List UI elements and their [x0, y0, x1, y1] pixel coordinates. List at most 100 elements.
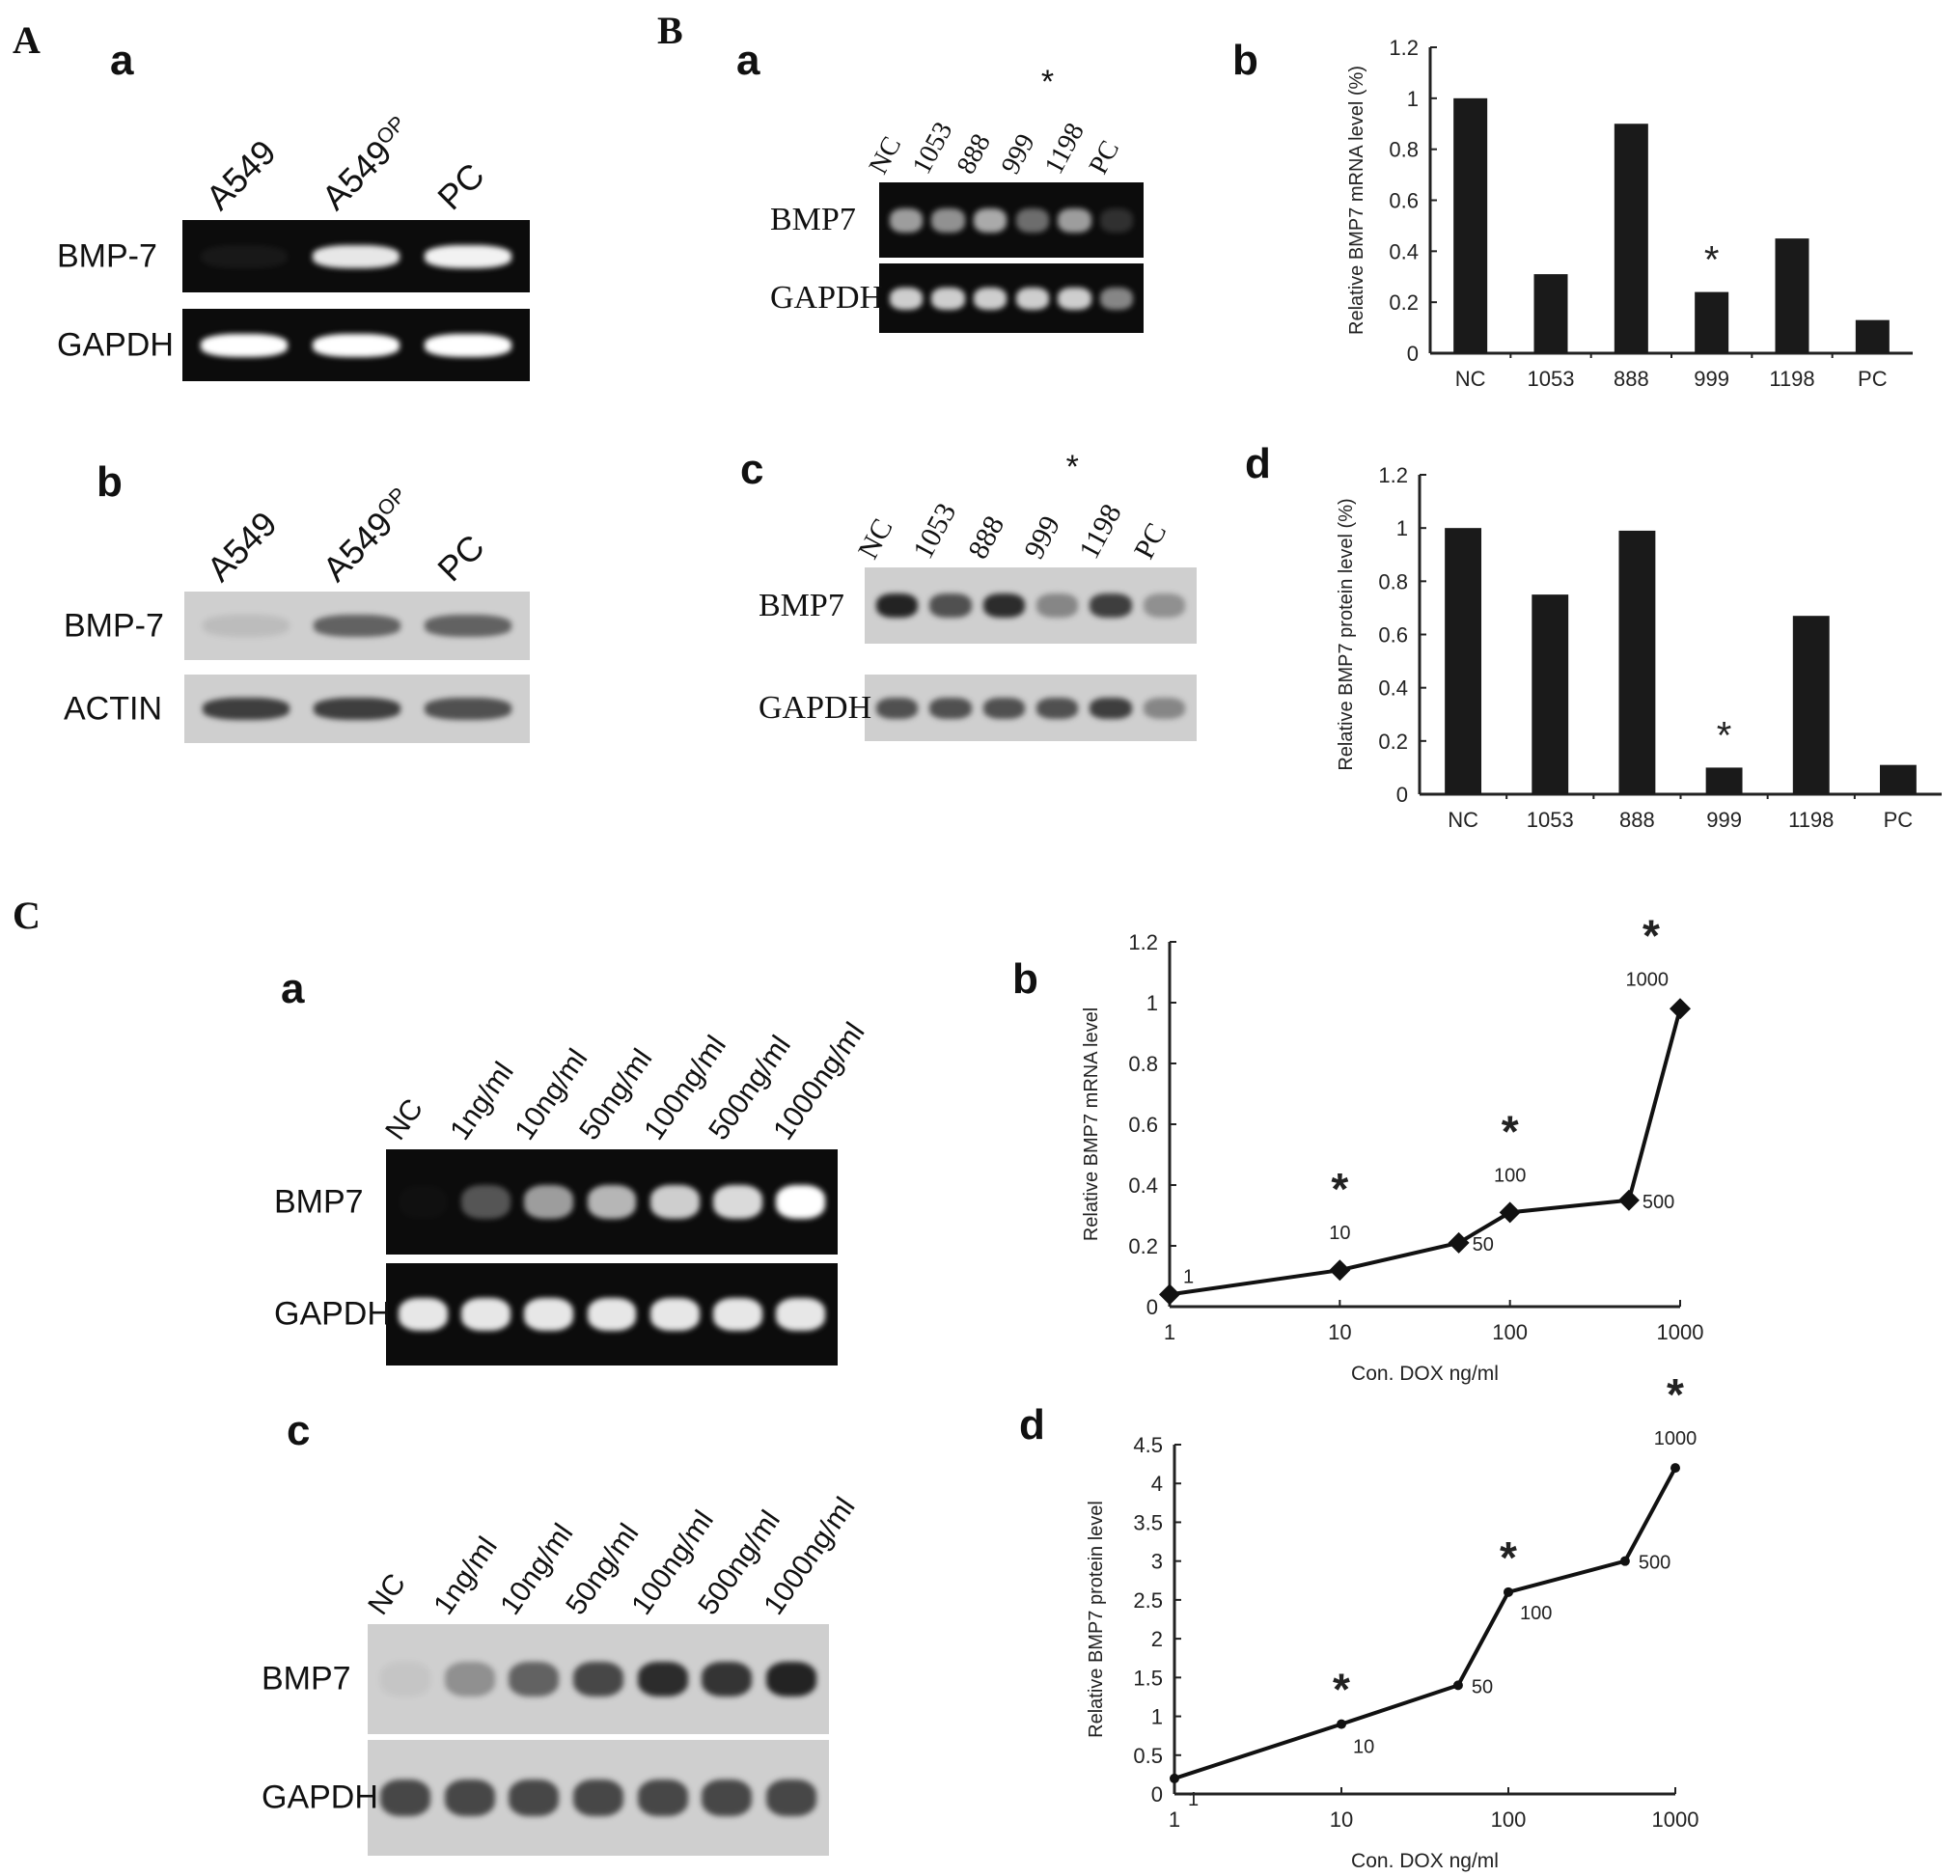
- gel-band: [399, 1298, 448, 1331]
- gel-band: [931, 287, 965, 310]
- data-line: [1169, 1007, 1682, 1297]
- significance-star: *: [1717, 714, 1732, 757]
- gel-band: [776, 1185, 825, 1219]
- gel-band: [765, 1662, 816, 1697]
- gel-band: [524, 1185, 574, 1219]
- x-tick-label: PC: [1884, 808, 1914, 832]
- gel-band: [461, 1298, 511, 1331]
- y-tick-label: 2.5: [1133, 1588, 1163, 1613]
- x-tick-label: 1000: [1657, 1320, 1704, 1344]
- gel-band: [1015, 287, 1049, 310]
- gel-band: [312, 244, 400, 268]
- gel-C_a-row-gapdh: [386, 1263, 838, 1366]
- panel-label-C: C: [13, 894, 41, 937]
- y-tick-label: 1.2: [1128, 930, 1158, 954]
- x-tick-label: 100: [1491, 1807, 1527, 1832]
- point-label: 50: [1472, 1676, 1493, 1697]
- y-tick-label: 0.2: [1378, 730, 1408, 754]
- gel-band: [573, 1662, 623, 1697]
- x-tick-label: 1: [1164, 1320, 1175, 1344]
- bar: [1453, 97, 1488, 353]
- data-point: [1452, 1680, 1463, 1691]
- x-tick-label: 10: [1330, 1807, 1353, 1832]
- point-label: 1000: [1654, 1428, 1698, 1449]
- gel-band: [889, 207, 923, 233]
- x-tick-label: 1053: [1528, 367, 1575, 391]
- y-tick-label: 0.4: [1128, 1173, 1158, 1198]
- gel-row-label: GAPDH: [57, 326, 174, 363]
- y-tick-label: 1: [1407, 87, 1419, 111]
- gel-A_a-row-bmp-7: [182, 220, 530, 292]
- gel-band: [982, 593, 1025, 618]
- point-label: 100: [1494, 1165, 1526, 1186]
- x-tick-label: 888: [1619, 808, 1655, 832]
- y-tick-label: 1.2: [1389, 36, 1419, 60]
- gel-band: [202, 615, 290, 637]
- gel-band: [765, 1779, 816, 1816]
- y-tick-label: 1: [1151, 1705, 1163, 1729]
- subpanel-label-B-c: c: [740, 446, 764, 493]
- point-label: 10: [1329, 1223, 1350, 1244]
- gel-band: [1143, 593, 1185, 618]
- gel-row-label: BMP7: [759, 587, 844, 623]
- gel-band: [424, 244, 512, 268]
- gel-C_a-row-bmp7: [386, 1149, 838, 1255]
- y-tick-label: 0.4: [1389, 239, 1419, 263]
- gel-row-label: BMP-7: [64, 607, 164, 644]
- y-axis-label: Relative BMP7 protein level: [1086, 1501, 1107, 1738]
- y-tick-label: 4.5: [1133, 1433, 1163, 1457]
- gel-band: [702, 1662, 753, 1697]
- bar: [1695, 291, 1729, 353]
- gel-band: [637, 1662, 688, 1697]
- gel-B_a-row-gapdh: [879, 263, 1144, 333]
- gel-row-label: BMP7: [274, 1183, 364, 1220]
- x-axis-label: Con. DOX ng/ml: [1351, 1363, 1499, 1385]
- significance-star: *: [1065, 449, 1079, 485]
- data-point: [1670, 998, 1691, 1020]
- significance-star: *: [1500, 1532, 1517, 1583]
- point-label: 10: [1353, 1737, 1374, 1758]
- gel-band: [974, 207, 1008, 233]
- y-tick-label: 0.2: [1128, 1234, 1158, 1258]
- gel-B_a-row-bmp7: [879, 182, 1144, 258]
- gel-band: [509, 1662, 560, 1697]
- x-tick-label: 1053: [1527, 808, 1574, 832]
- gel-band: [1036, 593, 1079, 618]
- subpanel-label-C-c: c: [287, 1407, 311, 1454]
- gel-band: [380, 1779, 431, 1816]
- data-point: [1159, 1283, 1180, 1306]
- bar: [1775, 238, 1809, 353]
- gel-band: [982, 697, 1025, 719]
- gel-band: [876, 593, 919, 618]
- gel-band: [929, 593, 972, 618]
- x-tick-label: PC: [1858, 367, 1888, 391]
- bar: [1705, 767, 1743, 794]
- data-point: [1337, 1719, 1346, 1729]
- significance-star: *: [1502, 1106, 1519, 1156]
- gel-band: [1100, 287, 1134, 310]
- point-label: 500: [1639, 1553, 1670, 1574]
- point-label: 1000: [1626, 969, 1670, 990]
- gel-row-label: BMP7: [262, 1660, 351, 1697]
- significance-star: *: [1704, 239, 1720, 282]
- data-point: [1499, 1201, 1521, 1224]
- y-tick-label: 1: [1146, 991, 1158, 1015]
- gel-C_c-row-gapdh: [368, 1740, 829, 1856]
- gel-band: [587, 1298, 637, 1331]
- x-tick-label: 1: [1169, 1807, 1180, 1832]
- bar: [1879, 764, 1917, 794]
- data-point: [1170, 1773, 1179, 1783]
- gel-B_c-row-gapdh: [865, 675, 1197, 741]
- gel-band: [649, 1185, 700, 1219]
- gel-band: [314, 698, 400, 720]
- y-tick-label: 3.5: [1133, 1510, 1163, 1534]
- gel-band: [200, 333, 289, 357]
- y-tick-label: 0.4: [1378, 676, 1408, 701]
- gel-row-label: GAPDH: [274, 1295, 391, 1333]
- gel-band: [1058, 207, 1091, 233]
- y-tick-label: 1: [1396, 516, 1408, 540]
- x-axis-label: Con. DOX ng/ml: [1351, 1850, 1499, 1872]
- x-tick-label: 999: [1694, 367, 1729, 391]
- y-tick-label: 0.6: [1128, 1113, 1158, 1137]
- subpanel-label-C-a: a: [281, 965, 305, 1012]
